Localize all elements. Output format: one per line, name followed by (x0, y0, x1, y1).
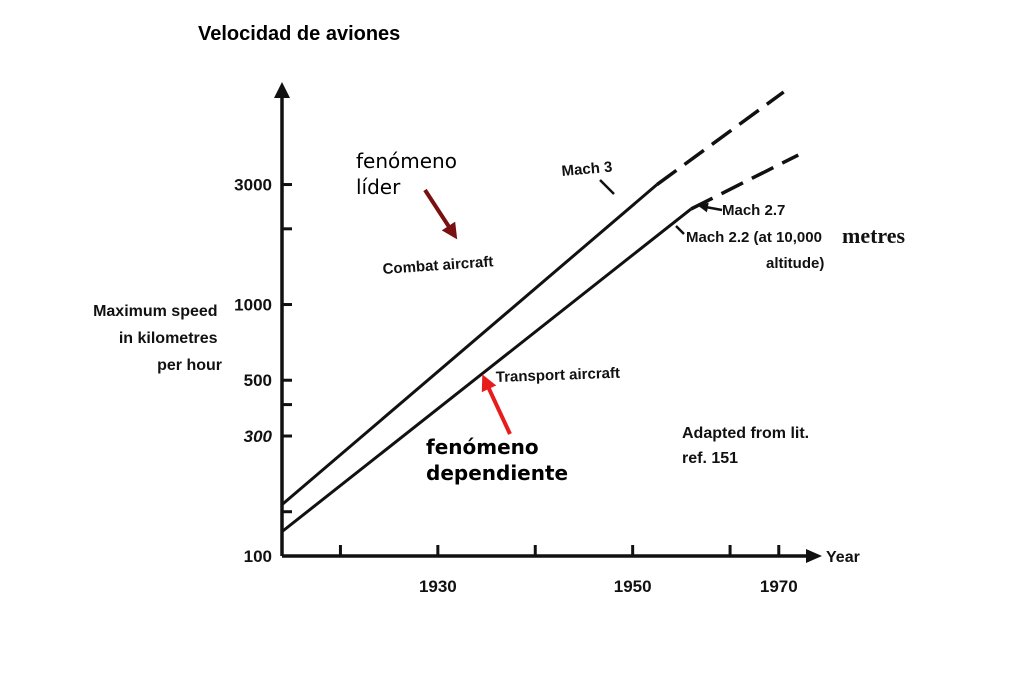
mach22-label-line1: Mach 2.2 (at 10,000 (686, 229, 822, 246)
y-tick-label: 1000 (234, 296, 272, 315)
mach22-metres: metres (842, 223, 906, 248)
dependent-callout-line2: dependiente (426, 461, 568, 485)
dependent-arrow (481, 374, 512, 435)
series-projection-combat (655, 90, 785, 186)
series-line-combat (281, 183, 658, 506)
series-projection-transport (690, 153, 800, 211)
source-note-line1: Adapted from lit. (682, 425, 809, 442)
x-axis-label: Year (826, 549, 860, 566)
y-axis-arrowhead (274, 82, 290, 98)
leader-arrow (423, 188, 458, 240)
y-axis-label-line3: per hour (157, 357, 222, 374)
y-tick-label: 3000 (234, 176, 272, 195)
y-tick-label: 300 (244, 427, 273, 446)
mach27-label: Mach 2.7 (722, 202, 785, 219)
series-line-transport (281, 207, 693, 533)
y-axis-label-line2: in kilometres (119, 330, 218, 347)
series-label-transport: Transport aircraft (496, 365, 621, 386)
chart-title: Velocidad de aviones (198, 23, 400, 45)
dependent-callout-line1: fenómeno (426, 435, 539, 459)
x-axis-ticks: 1930 1950 1970 (338, 545, 798, 596)
mach3-pointer (599, 179, 615, 195)
x-tick-label: 1970 (760, 577, 798, 596)
mach22-label-line2: altitude) (766, 255, 824, 272)
source-note-line2: ref. 151 (682, 450, 738, 467)
y-axis-label-line1: Maximum speed (93, 303, 217, 320)
x-tick-label: 1930 (419, 577, 457, 596)
series-lines (281, 90, 800, 533)
mach27-pointer (698, 202, 723, 213)
y-axis-label: Maximum speed in kilometres per hour (93, 303, 222, 374)
x-axis-arrowhead (806, 549, 822, 563)
x-tick-label: 1950 (614, 577, 652, 596)
y-tick-label: 100 (244, 547, 272, 566)
leader-callout-line1: fenómeno (356, 149, 457, 173)
series-label-combat: Combat aircraft (382, 253, 494, 278)
leader-callout-line2: líder (356, 175, 401, 199)
mach3-label: Mach 3 (561, 159, 613, 180)
y-axis-ticks: 100 300 500 1000 3000 (234, 176, 292, 566)
mach22-pointer (675, 225, 685, 235)
y-tick-label: 500 (244, 371, 272, 390)
